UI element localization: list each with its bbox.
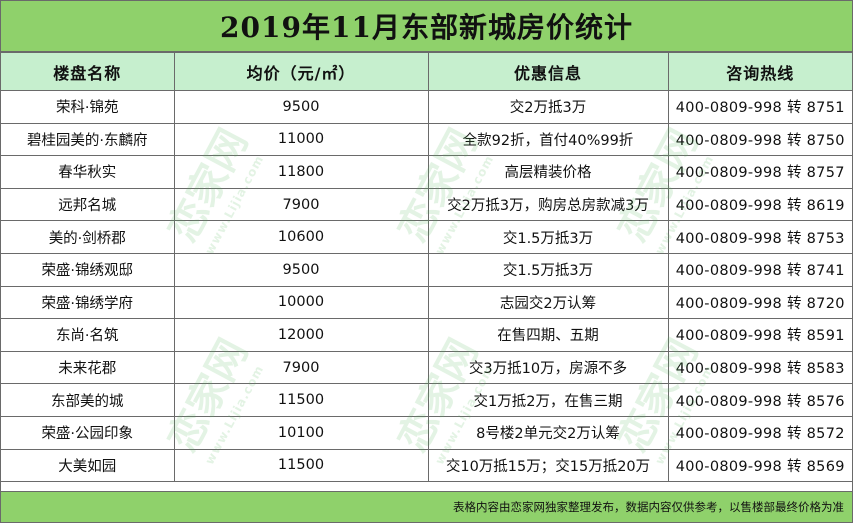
table-row: 碧桂园美的·东麟府 11000 全款92折，首付40%99折 400-0809-998… <box>1 122 852 157</box>
footer-note: 表格内容由恋家网独家整理发布，数据内容仅供参考，以售楼部最终价格为准 <box>1 491 852 522</box>
avg-price-cell: 12000 <box>173 318 429 352</box>
offer-cell: 8号楼2单元交2万认筹 <box>427 415 669 450</box>
table-row: 荣盛·锦绣学府 10000 志园交2万认筹 400-0809-998 转 8720 <box>1 285 852 320</box>
header-row: 楼盘名称 均价（元/㎡） 优惠信息 咨询热线 <box>1 52 852 91</box>
project-name-cell: 东部美的城 <box>1 383 175 417</box>
offer-cell: 高层精装价格 <box>427 155 669 189</box>
project-name-cell: 荣科·锦苑 <box>1 90 175 124</box>
table-row: 荣盛·锦绣观邸 9500 交1.5万抵3万 400-0809-998 转 8741 <box>1 252 852 287</box>
hotline-cell: 400-0809-998 转 8741 <box>667 252 852 287</box>
offer-cell: 交1万抵2万，在售三期 <box>427 383 669 417</box>
table-row: 大美如园 11500 交10万抵15万；交15万抵20万 400-0809-998 转… <box>1 448 852 483</box>
project-name-cell: 春华秋实 <box>1 155 175 189</box>
avg-price-cell: 11000 <box>173 122 429 157</box>
hotline-cell: 400-0809-998 转 8591 <box>667 318 852 352</box>
project-name-cell: 美的·剑桥郡 <box>1 220 175 254</box>
hotline-cell: 400-0809-998 转 8619 <box>667 187 852 222</box>
header-offer: 优惠信息 <box>427 52 669 91</box>
avg-price-cell: 10100 <box>173 415 429 450</box>
offer-cell: 志园交2万认筹 <box>427 285 669 320</box>
project-name-cell: 荣盛·锦绣学府 <box>1 285 175 320</box>
price-table: 楼盘名称 均价（元/㎡） 优惠信息 咨询热线 荣科·锦苑 9500 交2万抵3万 40… <box>1 52 852 483</box>
avg-price-cell: 7900 <box>173 187 429 222</box>
hotline-cell: 400-0809-998 转 8572 <box>667 415 852 450</box>
project-name-cell: 东尚·名筑 <box>1 318 175 352</box>
table-row: 春华秋实 11800 高层精装价格 400-0809-998 转 8757 <box>1 155 852 189</box>
project-name-cell: 荣盛·锦绣观邸 <box>1 252 175 287</box>
offer-cell: 在售四期、五期 <box>427 318 669 352</box>
avg-price-cell: 7900 <box>173 350 429 385</box>
avg-price-cell: 9500 <box>173 252 429 287</box>
table-row: 未来花郡 7900 交3万抵10万，房源不多 400-0809-998 转 8583 <box>1 350 852 385</box>
offer-cell: 交3万抵10万，房源不多 <box>427 350 669 385</box>
hotline-cell: 400-0809-998 转 8753 <box>667 220 852 254</box>
project-name-cell: 碧桂园美的·东麟府 <box>1 122 175 157</box>
table-row: 东尚·名筑 12000 在售四期、五期 400-0809-998 转 8591 <box>1 318 852 352</box>
project-name-cell: 荣盛·公园印象 <box>1 415 175 450</box>
table-row: 荣科·锦苑 9500 交2万抵3万 400-0809-998 转 8751 <box>1 90 852 124</box>
project-name-cell: 远邦名城 <box>1 187 175 222</box>
table-row: 远邦名城 7900 交2万抵3万，购房总房款减3万 400-0809-998 转 86… <box>1 187 852 222</box>
table-row: 美的·剑桥郡 10600 交1.5万抵3万 400-0809-998 转 8753 <box>1 220 852 254</box>
avg-price-cell: 11500 <box>173 448 429 483</box>
hotline-cell: 400-0809-998 转 8757 <box>667 155 852 189</box>
avg-price-cell: 11800 <box>173 155 429 189</box>
avg-price-cell: 11500 <box>173 383 429 417</box>
table-row: 东部美的城 11500 交1万抵2万，在售三期 400-0809-998 转 8576 <box>1 383 852 417</box>
avg-price-cell: 10600 <box>173 220 429 254</box>
header-project-name: 楼盘名称 <box>1 52 175 91</box>
header-avg-price: 均价（元/㎡） <box>173 52 429 91</box>
hotline-cell: 400-0809-998 转 8750 <box>667 122 852 157</box>
offer-cell: 交1.5万抵3万 <box>427 220 669 254</box>
avg-price-cell: 10000 <box>173 285 429 320</box>
offer-cell: 交10万抵15万；交15万抵20万 <box>427 448 669 483</box>
offer-cell: 交2万抵3万 <box>427 90 669 124</box>
hotline-cell: 400-0809-998 转 8569 <box>667 448 852 483</box>
avg-price-cell: 9500 <box>173 90 429 124</box>
offer-cell: 交1.5万抵3万 <box>427 252 669 287</box>
hotline-cell: 400-0809-998 转 8720 <box>667 285 852 320</box>
hotline-cell: 400-0809-998 转 8576 <box>667 383 852 417</box>
project-name-cell: 大美如园 <box>1 448 175 483</box>
table-title: 2019年11月东部新城房价统计 <box>1 1 852 52</box>
hotline-cell: 400-0809-998 转 8583 <box>667 350 852 385</box>
header-hotline: 咨询热线 <box>667 52 852 91</box>
offer-cell: 交2万抵3万，购房总房款减3万 <box>427 187 669 222</box>
project-name-cell: 未来花郡 <box>1 350 175 385</box>
hotline-cell: 400-0809-998 转 8751 <box>667 90 852 124</box>
table-row: 荣盛·公园印象 10100 8号楼2单元交2万认筹 400-0809-998 转 85… <box>1 415 852 450</box>
offer-cell: 全款92折，首付40%99折 <box>427 122 669 157</box>
